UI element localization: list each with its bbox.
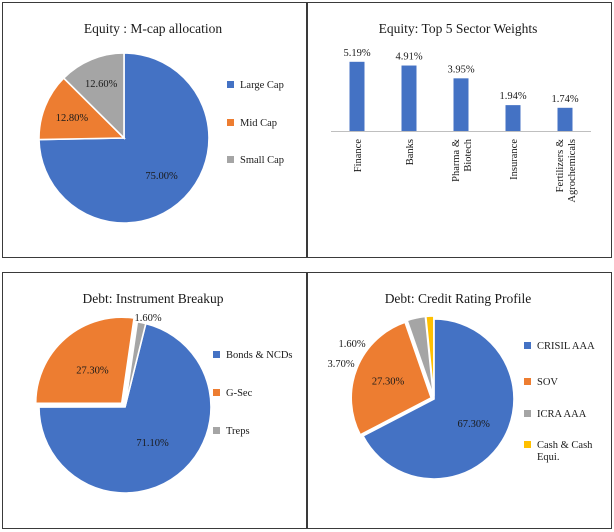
legend-line: G-Sec (226, 388, 253, 399)
category-line: Finance (353, 139, 364, 173)
slice-small-cap (62, 52, 125, 140)
credit-rating-chart: Debt: Credit Rating Profile 67.30% 27.30% 3… (307, 272, 612, 529)
data-label-cash-cash-equi: 1.60% (338, 339, 365, 350)
data-label-icra-aaa: 3.70% (327, 359, 354, 370)
sector-bar-svg: Equity: Top 5 Sector Weights 5.19% Finance… (331, 21, 591, 203)
legend-swatch-mid-cap (227, 119, 234, 126)
category-label-fertilizers-agrochemicals: Fertilizers &Agrochemicals (555, 139, 578, 203)
slice-treps (124, 320, 147, 408)
legend-swatch-cash-cash-equi (524, 441, 531, 448)
legend-label-mid-cap: Mid Cap (240, 118, 277, 129)
legend-swatch-treps (213, 427, 220, 434)
category-line: Banks (405, 139, 416, 165)
category-text-finance: Finance (353, 139, 364, 173)
category-line: Pharma & (451, 139, 462, 182)
chart-title: Equity: Top 5 Sector Weights (379, 21, 538, 36)
category-text-pharma-biotech: Pharma &Biotech (451, 138, 474, 182)
instrument-breakup-chart: Debt: Instrument Breakup 71.10% 27.30% 1.60… (2, 272, 307, 529)
slice-g-sec (34, 316, 135, 405)
instrument-pie-svg: Debt: Instrument Breakup 71.10% 27.30% 1.60… (34, 291, 293, 494)
legend-line: CRISIL AAA (537, 341, 595, 352)
legend-line: Mid Cap (240, 118, 277, 129)
category-line: Agrochemicals (567, 139, 578, 203)
legend-line: Bonds & NCDs (226, 350, 293, 361)
data-label-bonds-ncds: 71.10% (136, 438, 169, 449)
legend-label-bonds-ncds: Bonds & NCDs (226, 350, 293, 361)
category-line: Insurance (509, 139, 520, 180)
legend-label-icra-aaa: ICRA AAA (537, 409, 587, 420)
data-label-fertilizers-agrochemicals: 1.74% (551, 94, 578, 105)
legend-swatch-bonds-ncds (213, 351, 220, 358)
bar-finance (349, 61, 365, 131)
data-label-crisil-aaa: 67.30% (457, 419, 490, 430)
slice-bonds-ncds (38, 322, 212, 494)
chart-title: Debt: Credit Rating Profile (385, 291, 532, 306)
chart-title: Debt: Instrument Breakup (83, 291, 224, 306)
legend-label-large-cap: Large Cap (240, 80, 284, 91)
legend-line: Equi. (537, 452, 559, 463)
legend-line: SOV (537, 377, 558, 388)
category-text-insurance: Insurance (509, 139, 520, 180)
slice-cash-cash-equi (424, 315, 435, 397)
data-label-finance: 5.19% (343, 48, 370, 59)
category-text-banks: Banks (405, 139, 416, 165)
data-label-large-cap: 75.00% (145, 171, 178, 182)
legend-line: Small Cap (240, 155, 284, 166)
category-label-insurance: Insurance (509, 139, 520, 180)
mcap-pie-svg: Equity : M-cap allocation 75.00% 12.80% 12.… (38, 21, 284, 224)
legend-label-treps: Treps (226, 426, 250, 437)
chart-title: Equity : M-cap allocation (84, 21, 223, 36)
legend-label-small-cap: Small Cap (240, 155, 284, 166)
data-label-insurance: 1.94% (499, 91, 526, 102)
legend-line: Treps (226, 426, 250, 437)
legend-swatch-icra-aaa (524, 410, 531, 417)
legend-line: ICRA AAA (537, 409, 587, 420)
category-line: Fertilizers & (555, 139, 566, 192)
bar-fertilizers-agrochemicals (557, 107, 573, 131)
legend-label-sov: SOV (537, 377, 558, 388)
data-label-treps: 1.60% (134, 313, 161, 324)
data-label-mid-cap: 12.80% (56, 113, 89, 124)
legend-line: Large Cap (240, 80, 284, 91)
category-line: Biotech (463, 138, 474, 171)
bar-pharma-biotech (453, 78, 469, 131)
category-text-fertilizers-agrochemicals: Fertilizers &Agrochemicals (555, 139, 578, 203)
data-label-g-sec: 27.30% (76, 365, 109, 376)
slice-sov (350, 321, 433, 436)
slice-crisil-aaa (361, 318, 515, 480)
legend-label-cash-cash-equi: Cash & Cash Equi. (537, 440, 593, 463)
legend-swatch-small-cap (227, 156, 234, 163)
data-label-pharma-biotech: 3.95% (447, 64, 474, 75)
sector-weights-chart: Equity: Top 5 Sector Weights 5.19% Finance… (307, 2, 612, 258)
data-label-small-cap: 12.60% (85, 79, 118, 90)
legend-swatch-g-sec (213, 389, 220, 396)
legend-swatch-sov (524, 378, 531, 385)
legend-line: Cash & Cash (537, 440, 593, 451)
credit-pie-svg: Debt: Credit Rating Profile 67.30% 27.30% 3… (327, 291, 595, 480)
legend-label-g-sec: G-Sec (226, 388, 253, 399)
legend-swatch-crisil-aaa (524, 342, 531, 349)
category-label-banks: Banks (405, 139, 416, 165)
slice-large-cap (38, 52, 210, 224)
category-label-pharma-biotech: Pharma &Biotech (451, 138, 474, 182)
legend-label-crisil-aaa: CRISIL AAA (537, 341, 595, 352)
bar-banks (401, 65, 417, 131)
data-label-sov: 27.30% (372, 377, 405, 388)
slice-mid-cap (38, 76, 126, 141)
legend-swatch-large-cap (227, 81, 234, 88)
category-label-finance: Finance (353, 139, 364, 173)
bar-insurance (505, 105, 521, 131)
data-label-banks: 4.91% (395, 52, 422, 63)
mcap-allocation-chart: Equity : M-cap allocation 75.00% 12.80% 12.… (2, 2, 307, 258)
